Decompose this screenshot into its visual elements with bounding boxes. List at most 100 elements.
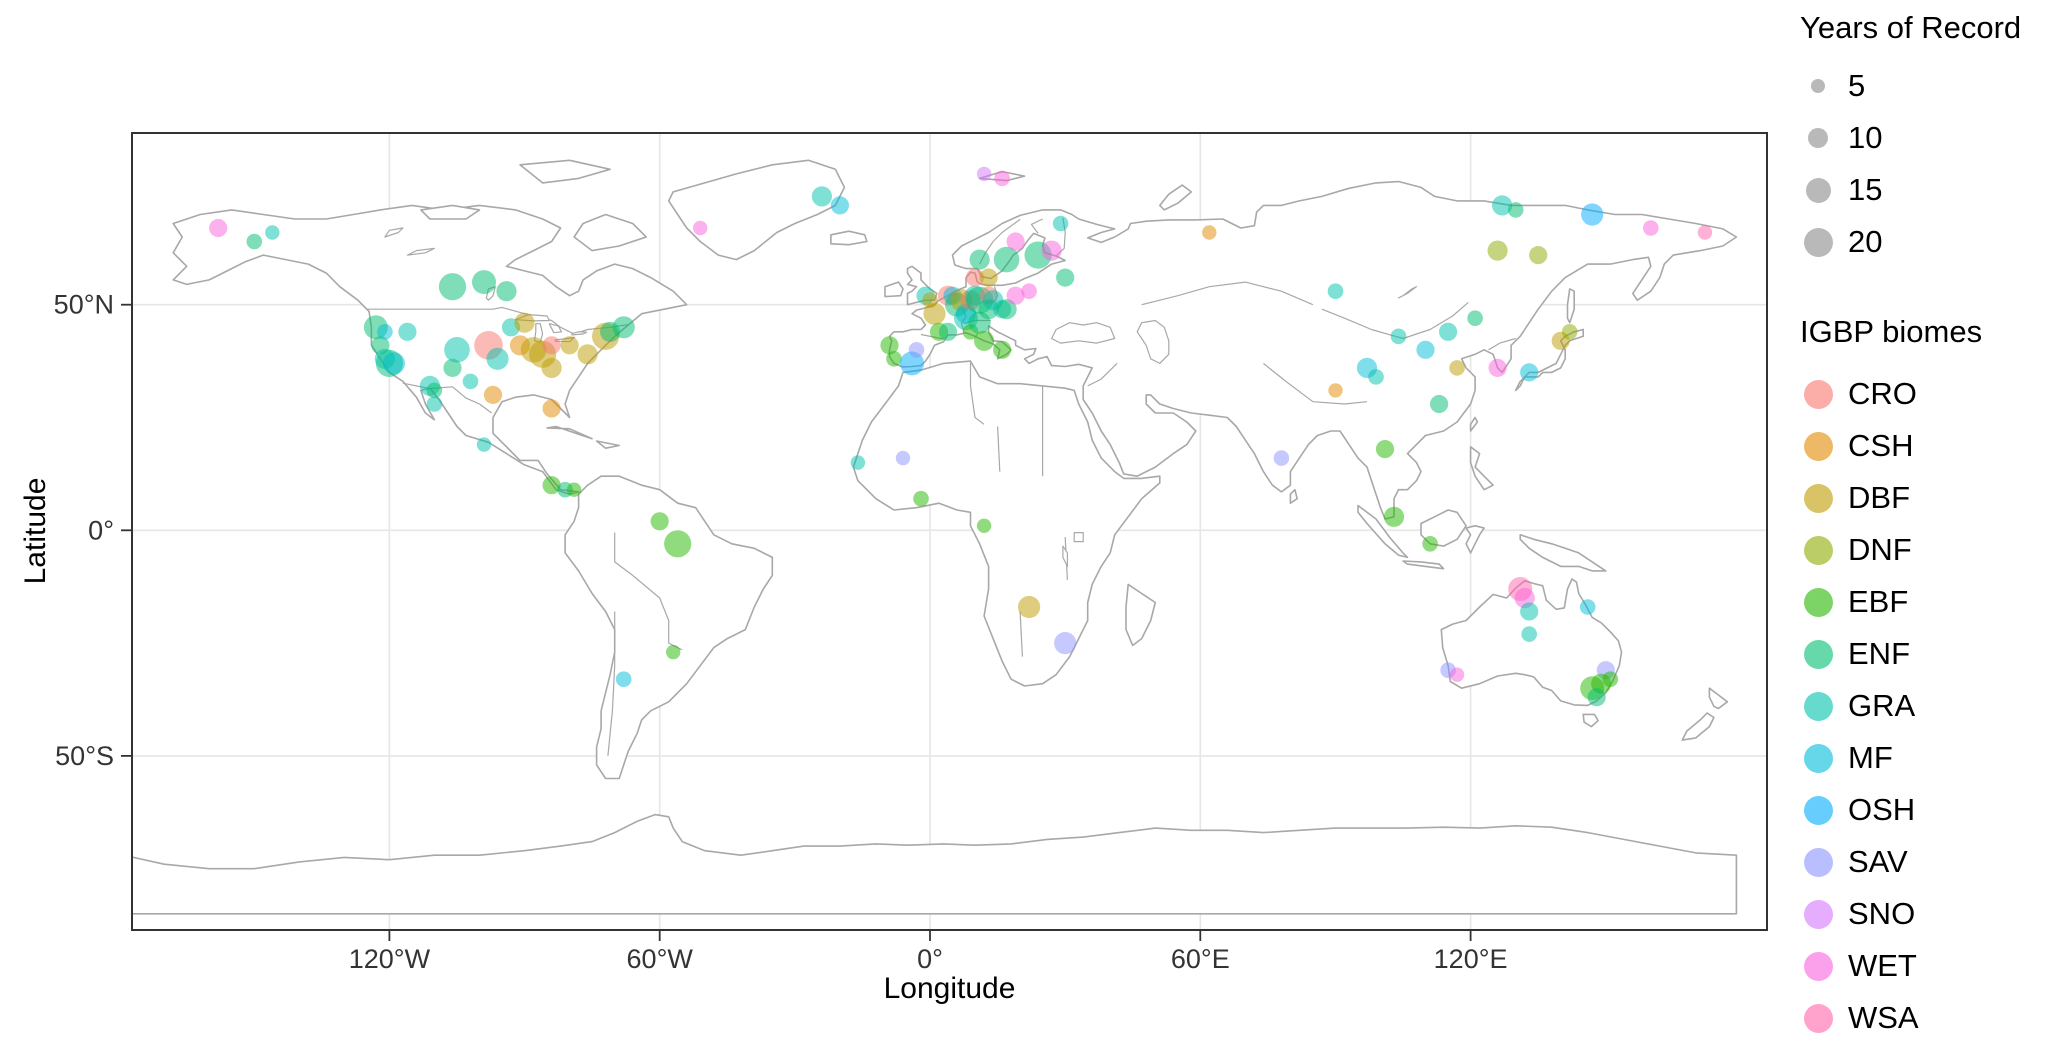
site-point (612, 316, 635, 339)
size-swatch (1805, 177, 1831, 203)
site-point (1487, 240, 1508, 261)
site-point (566, 482, 582, 497)
biome-legend-label: ENF (1848, 636, 1910, 671)
site-point (486, 347, 509, 370)
biome-swatch (1803, 483, 1833, 513)
site-point (974, 330, 995, 351)
site-point (994, 170, 1010, 187)
site-point (1056, 268, 1075, 287)
site-point (1273, 450, 1290, 466)
svg-text:0°: 0° (917, 944, 943, 974)
site-point (979, 268, 998, 287)
biome-legend-item: DBF (1798, 472, 2064, 524)
svg-text:120°E: 120°E (1434, 944, 1508, 974)
biome-legend-item: SAV (1798, 836, 2064, 888)
biome-legend-label: WSA (1848, 1000, 1919, 1035)
site-point (1368, 369, 1384, 385)
biome-legend-item: ENF (1798, 628, 2064, 680)
size-legend-item: 20 (1798, 216, 2064, 268)
site-point (1052, 215, 1069, 232)
site-point (246, 233, 263, 250)
x-axis-ticks: 120°W 60°W 0° 60°E 120°E (349, 930, 1508, 974)
site-point (811, 186, 833, 207)
svg-text:60°W: 60°W (627, 944, 694, 974)
site-point (496, 281, 517, 302)
biome-swatch (1803, 587, 1833, 617)
svg-text:50°S: 50°S (55, 741, 114, 771)
biome-swatch (1803, 639, 1833, 669)
site-point (908, 342, 925, 358)
site-point (1021, 283, 1037, 300)
site-point (514, 312, 535, 333)
size-legend-item: 15 (1798, 164, 2064, 216)
site-point (993, 246, 1020, 273)
site-point (444, 337, 470, 363)
site-point (850, 455, 866, 470)
site-point (1467, 310, 1483, 327)
biome-legend-item: GRA (1798, 680, 2064, 732)
site-point (1579, 599, 1596, 615)
site-point (1383, 506, 1405, 527)
site-point (615, 671, 632, 687)
site-points (209, 166, 1713, 707)
svg-text:0°: 0° (88, 515, 114, 545)
site-point (542, 399, 561, 418)
site-point (666, 644, 681, 660)
site-point (1507, 202, 1524, 218)
site-point (541, 357, 562, 378)
size-legend-label: 15 (1848, 172, 1883, 207)
site-point (1561, 324, 1578, 340)
y-axis-title: Latitude (19, 477, 52, 585)
biome-legend-item: WET (1798, 940, 2064, 992)
site-point (965, 268, 985, 287)
biome-swatch (1803, 535, 1833, 565)
site-point (1439, 322, 1458, 341)
site-point (913, 490, 929, 507)
site-point (483, 385, 503, 404)
site-point (880, 336, 899, 355)
site-point (886, 351, 902, 367)
size-swatch (1803, 227, 1833, 257)
site-point (398, 322, 417, 341)
biome-swatch (1803, 1003, 1833, 1033)
site-point (1697, 225, 1713, 240)
site-point (377, 324, 393, 340)
site-point (1328, 383, 1343, 398)
biome-legend-item: OSH (1798, 784, 2064, 836)
site-point (1006, 232, 1025, 251)
site-point (1581, 203, 1604, 226)
site-point (265, 225, 280, 240)
site-point (560, 336, 579, 355)
biome-legend-label: DNF (1848, 532, 1912, 567)
site-point (650, 512, 669, 531)
biome-legend: CRO CSH DBF DNF EBF ENF GRA MF OSH SAV SNO WET WSA (1798, 368, 2064, 1044)
biome-swatch (1803, 379, 1833, 409)
size-legend-label: 10 (1848, 120, 1883, 155)
site-point (426, 382, 443, 399)
site-point (976, 518, 992, 533)
biome-legend-label: CRO (1848, 376, 1917, 411)
lake-outlines (384, 227, 1418, 567)
biome-legend-item: WSA (1798, 992, 2064, 1044)
site-point (923, 302, 946, 325)
site-point (577, 344, 598, 365)
site-point (1390, 328, 1407, 345)
site-point (1018, 595, 1041, 619)
site-point (1375, 440, 1395, 459)
biome-swatch (1803, 899, 1833, 929)
site-point (1529, 246, 1548, 265)
site-point (996, 299, 1017, 320)
site-point (1041, 240, 1062, 261)
site-point (1492, 195, 1513, 216)
size-swatch (1811, 79, 1825, 93)
site-point (462, 373, 479, 390)
biome-legend-label: WET (1848, 948, 1917, 983)
site-point (1449, 667, 1465, 682)
biome-legend-item: SNO (1798, 888, 2064, 940)
y-axis-ticks: 50°N 0° 50°S (54, 290, 132, 771)
size-legend: 5 10 15 20 (1798, 60, 2064, 268)
legend-panel: Years of Record 5 10 15 20 IGBP biomes CRO C… (1798, 0, 2064, 1044)
biome-legend-item: CRO (1798, 368, 2064, 420)
panel-border (131, 132, 1768, 931)
biome-swatch (1803, 795, 1833, 825)
